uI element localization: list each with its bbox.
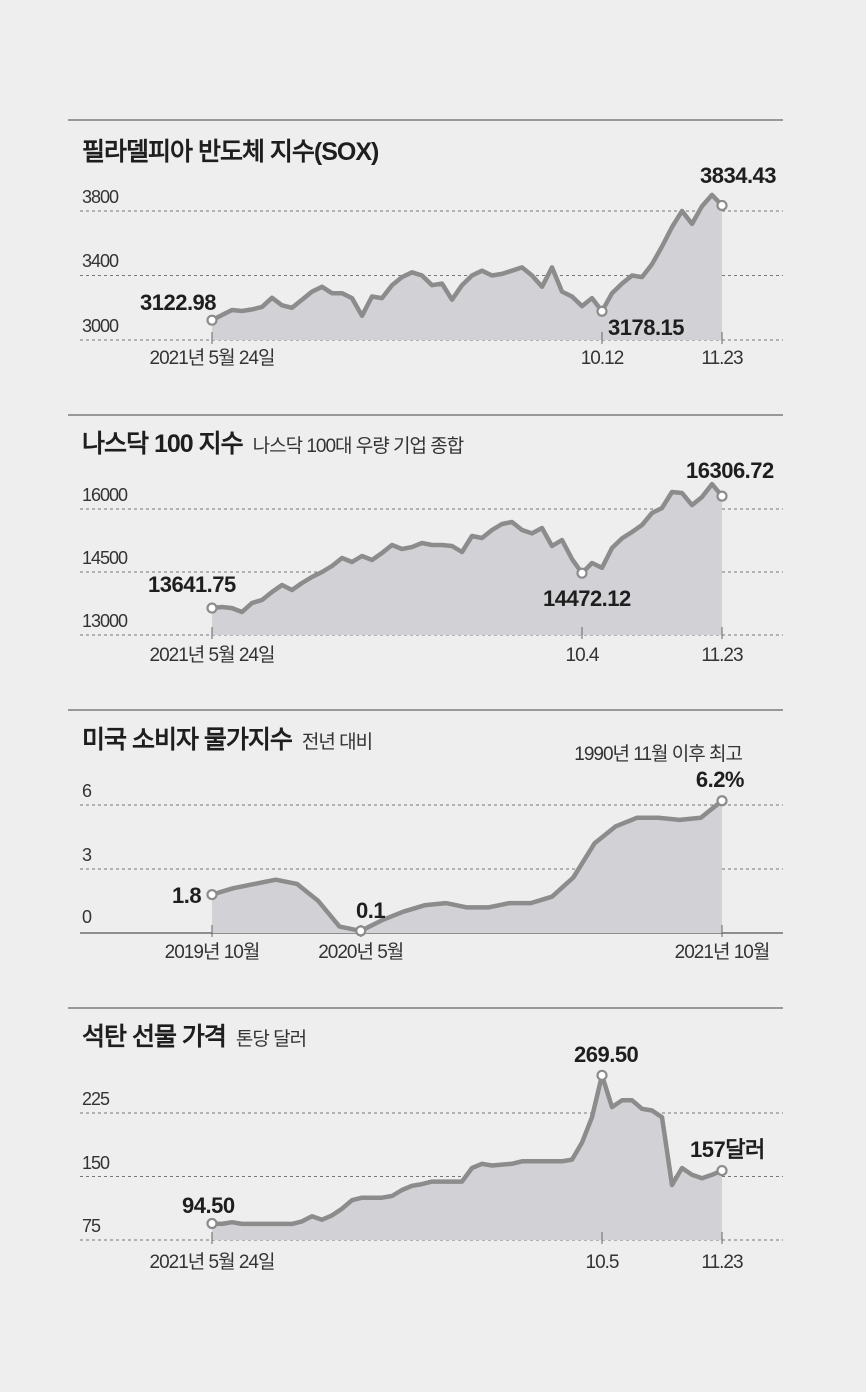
x-tick-label: 2021년 5월 24일 [150,1251,275,1273]
plot-area [80,192,783,344]
data-label: 13641.75 [148,572,236,597]
panel-coal: 석탄 선물 가격 톤당 달러 75 150 225 94.50 269.50 15… [68,1007,783,1273]
data-point-marker [716,490,728,502]
x-tick-label: 11.23 [701,348,743,369]
series-line [209,1073,725,1227]
data-label: 269.50 [574,1042,639,1067]
plot-area [80,795,783,937]
panel-nasdaq: 나스닥 100 지수 나스닥 100대 우량 기업 종합 13000 14500 … [68,414,783,666]
y-tick-label: 150 [82,1153,110,1173]
data-point-marker [596,1069,608,1081]
series-line [209,798,725,934]
series-line [209,192,725,323]
data-label: 3834.43 [700,163,776,188]
x-tick-label: 10.12 [581,348,624,369]
data-point-marker [716,1164,728,1177]
annotation-note: 1990년 11월 이후 최고 [574,743,742,765]
y-tick-label: 6 [82,781,92,801]
series-area [212,1075,722,1240]
data-label: 94.50 [182,1193,235,1218]
data-point-marker [206,314,218,326]
data-point-marker [576,567,588,579]
data-label: 1.8 [172,883,201,908]
series-area [212,484,722,635]
data-point-marker [206,602,218,614]
chart-subtitle: 전년 대비 [302,731,372,753]
chart-title: 필라델피아 반도체 지수(SOX) [82,138,379,166]
y-tick-label: 3000 [82,316,119,336]
data-point-marker [716,795,728,807]
data-point-marker [716,199,728,212]
data-label: 6.2% [696,767,744,792]
series-line [209,481,725,615]
x-tick-label: 2021년 5월 24일 [150,347,275,369]
chart-title: 나스닥 100 지수 [82,430,244,458]
panel-cpi: 미국 소비자 물가지수 전년 대비 0 3 6 1.8 0.1 1990년 11월… [68,709,783,963]
data-label: 157달러 [690,1137,765,1162]
data-label: 14472.12 [543,586,631,611]
data-label: 3178.15 [608,315,684,340]
chart-subtitle: 톤당 달러 [236,1028,306,1050]
x-tick-label: 2021년 10월 [675,941,770,963]
series-area [212,800,722,933]
x-tick-label: 11.23 [701,645,743,666]
x-tick-label: 2019년 10월 [165,941,260,963]
y-tick-label: 75 [82,1216,101,1236]
chart-title-group: 미국 소비자 물가지수 전년 대비 [82,726,372,754]
y-tick-label: 16000 [82,485,128,505]
chart-title-group: 석탄 선물 가격 톤당 달러 [82,1023,306,1051]
chart-title: 석탄 선물 가격 [82,1023,226,1051]
data-point-marker [355,925,367,937]
x-tick-label: 10.4 [566,645,600,666]
chart-title-group: 나스닥 100 지수 나스닥 100대 우량 기업 종합 [82,430,464,458]
x-tick-label: 11.23 [701,1252,743,1273]
chart-subtitle: 나스닥 100대 우량 기업 종합 [253,435,464,457]
chart-title: 미국 소비자 물가지수 [82,726,293,754]
data-label: 16306.72 [686,458,774,483]
plot-area [80,481,783,639]
data-label: 3122.98 [140,290,216,315]
y-tick-label: 3800 [82,187,119,207]
y-tick-label: 13000 [82,611,128,631]
data-point-marker [206,1217,218,1230]
data-point-marker [206,888,218,901]
y-tick-label: 3400 [82,251,119,271]
x-tick-label: 2020년 5월 [318,941,403,963]
y-tick-label: 0 [82,907,92,927]
panel-sox: 필라델피아 반도체 지수(SOX) 3000 3400 3800 3122.98… [68,119,783,369]
plot-area [80,1069,783,1244]
x-tick-label: 2021년 5월 24일 [150,644,275,666]
y-tick-label: 3 [82,845,92,865]
x-tick-label: 10.5 [586,1252,619,1273]
data-point-marker [596,305,608,317]
data-label: 0.1 [356,898,385,923]
y-tick-label: 225 [82,1089,110,1109]
y-tick-label: 14500 [82,548,128,568]
